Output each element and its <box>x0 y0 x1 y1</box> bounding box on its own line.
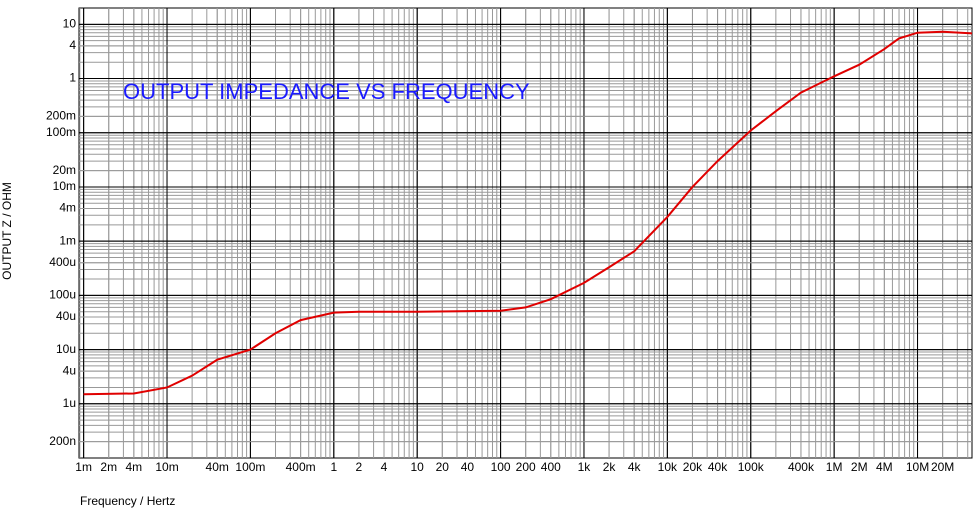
chart-title: OUTPUT IMPEDANCE VS FREQUENCY <box>123 79 530 104</box>
x-tick-label: 400 <box>541 460 561 474</box>
grid <box>79 8 972 458</box>
x-tick-label: 10M <box>906 460 929 474</box>
y-tick-label: 100m <box>46 125 76 139</box>
y-tick-label: 1 <box>69 71 76 85</box>
x-tick-label: 40 <box>461 460 475 474</box>
x-axis-label: Frequency / Hertz <box>80 494 175 508</box>
x-tick-label: 20k <box>683 460 703 474</box>
x-tick-label: 400m <box>286 460 316 474</box>
y-tick-label: 1m <box>59 233 76 247</box>
y-tick-label: 4m <box>59 201 76 215</box>
x-tick-label: 1m <box>75 460 92 474</box>
y-tick-label: 1u <box>63 396 76 410</box>
line-series <box>83 30 973 396</box>
y-tick-label: 20m <box>53 163 76 177</box>
x-tick-label: 400k <box>788 460 815 474</box>
x-tick-label: 1M <box>826 460 843 474</box>
y-tick-label: 4 <box>69 38 76 52</box>
y-axis-label: OUTPUT Z / OHM <box>0 182 14 280</box>
x-tick-label: 4k <box>628 460 642 474</box>
x-tick-label: 4 <box>381 460 388 474</box>
y-tick-label: 100u <box>49 288 76 302</box>
x-tick-label: 2k <box>603 460 617 474</box>
x-tick-label: 2M <box>851 460 868 474</box>
x-tick-label: 4M <box>876 460 893 474</box>
x-tick-label: 20 <box>436 460 450 474</box>
y-tick-label: 200m <box>46 109 76 123</box>
y-tick-label: 400u <box>49 255 76 269</box>
x-tick-label: 40m <box>206 460 229 474</box>
x-tick-label: 100m <box>235 460 265 474</box>
x-tick-label: 40k <box>708 460 728 474</box>
x-tick-label: 20M <box>931 460 954 474</box>
x-tick-label: 100 <box>491 460 511 474</box>
x-tick-label: 2 <box>356 460 363 474</box>
y-tick-label: 10m <box>53 179 76 193</box>
y-tick-label: 10u <box>56 342 76 356</box>
x-tick-label: 10m <box>155 460 178 474</box>
x-tick-label: 1 <box>330 460 337 474</box>
x-tick-label: 100k <box>738 460 765 474</box>
x-tick-label: 2m <box>100 460 117 474</box>
x-tick-label: 200 <box>516 460 536 474</box>
x-tick-label: 1k <box>578 460 592 474</box>
x-tick-label: 4m <box>125 460 142 474</box>
y-tick-label: 40u <box>56 309 76 323</box>
x-tick-label: 10k <box>658 460 678 474</box>
y-tick-label: 4u <box>63 363 76 377</box>
y-tick-label: 10 <box>63 16 77 30</box>
y-tick-label: 200n <box>49 434 76 448</box>
x-tick-label: 10 <box>411 460 425 474</box>
